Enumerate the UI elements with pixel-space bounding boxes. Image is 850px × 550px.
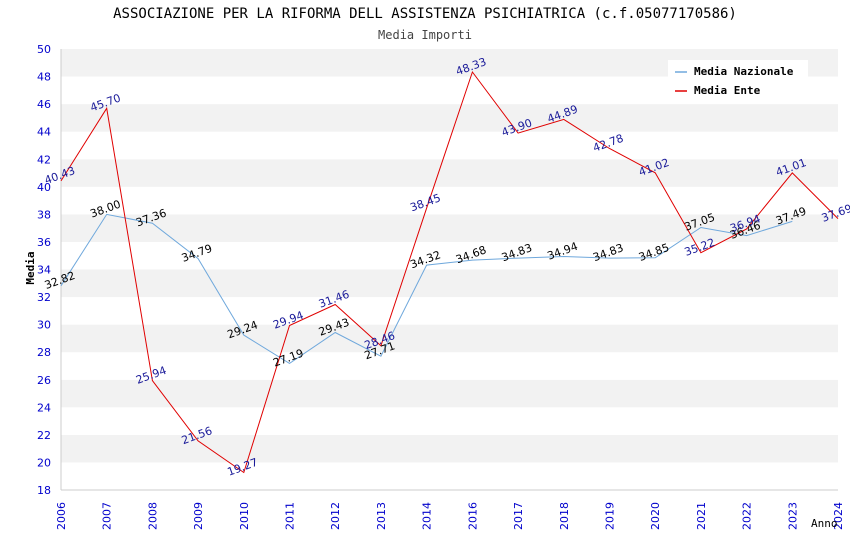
- y-tick-label: 34: [37, 264, 51, 277]
- y-axis-ticks: 18 20 22 24 26 28 30 32 34 36 38 40 42 44 46 48 50: [37, 43, 51, 497]
- grid-band: [61, 241, 838, 270]
- y-tick-label: 20: [37, 456, 51, 469]
- x-tick-label: 2023: [786, 502, 799, 530]
- legend-label-ente: Media Ente: [694, 84, 761, 97]
- x-axis-ticks: 2006 2007 2008 2009 2010 2011 2012 2013 2014 2016…: [55, 502, 845, 530]
- x-tick-label: 2008: [146, 502, 159, 530]
- legend-box: [668, 60, 808, 102]
- y-tick-label: 32: [37, 291, 51, 304]
- grid-band: [61, 462, 838, 490]
- grid-band: [61, 186, 838, 215]
- y-tick-label: 50: [37, 43, 51, 56]
- grid-band: [61, 379, 838, 408]
- x-tick-label: 2024: [832, 502, 845, 530]
- grid-band: [61, 131, 838, 160]
- plot-background-bands: [60, 49, 838, 491]
- grid-band: [61, 297, 838, 325]
- y-tick-label: 18: [37, 484, 51, 497]
- y-tick-label: 28: [37, 346, 51, 359]
- y-tick-label: 46: [37, 98, 51, 111]
- y-tick-label: 26: [37, 374, 51, 387]
- y-tick-label: 40: [37, 181, 51, 194]
- series-lines: [60, 70, 839, 474]
- x-tick-label: 2010: [238, 502, 251, 530]
- series-line-ente: [60, 70, 839, 474]
- legend: Media Nazionale Media Ente: [668, 60, 808, 102]
- y-tick-label: 36: [37, 236, 51, 249]
- y-tick-label: 48: [37, 71, 51, 84]
- series-line-nazionale: [60, 213, 793, 364]
- y-tick-label: 30: [37, 319, 51, 332]
- chart-subtitle: Media Importi: [378, 28, 472, 42]
- chart-title: ASSOCIAZIONE PER LA RIFORMA DELL ASSISTE…: [113, 6, 737, 22]
- grid-band: [61, 104, 838, 132]
- y-axis-label: Media: [24, 251, 37, 284]
- grid-band: [61, 214, 838, 242]
- x-tick-label: 2022: [741, 502, 754, 530]
- x-tick-label: 2014: [421, 502, 434, 530]
- x-tick-label: 2021: [695, 502, 708, 530]
- x-tick-label: 2020: [649, 502, 662, 530]
- y-tick-label: 38: [37, 208, 51, 221]
- y-tick-label: 24: [37, 401, 51, 414]
- x-tick-label: 2018: [558, 502, 571, 530]
- x-tick-label: 2012: [329, 502, 342, 530]
- x-tick-label: 2011: [284, 502, 297, 530]
- legend-label-nazionale: Media Nazionale: [694, 65, 794, 78]
- grid-band: [61, 324, 838, 353]
- grid-band: [61, 269, 838, 298]
- grid-band: [61, 434, 838, 463]
- x-axis-label: Anno: [811, 517, 838, 530]
- y-tick-label: 44: [37, 126, 51, 139]
- grid-band: [61, 159, 838, 187]
- x-tick-label: 2006: [55, 502, 68, 530]
- x-tick-label: 2009: [192, 502, 205, 530]
- x-tick-label: 2007: [101, 502, 114, 530]
- y-tick-label: 22: [37, 429, 51, 442]
- grid-band: [61, 407, 838, 435]
- grid-band: [61, 352, 838, 380]
- y-tick-label: 42: [37, 153, 51, 166]
- x-tick-label: 2013: [375, 502, 388, 530]
- x-tick-label: 2016: [466, 502, 479, 530]
- x-tick-label: 2017: [512, 502, 525, 530]
- x-tick-label: 2019: [603, 502, 616, 530]
